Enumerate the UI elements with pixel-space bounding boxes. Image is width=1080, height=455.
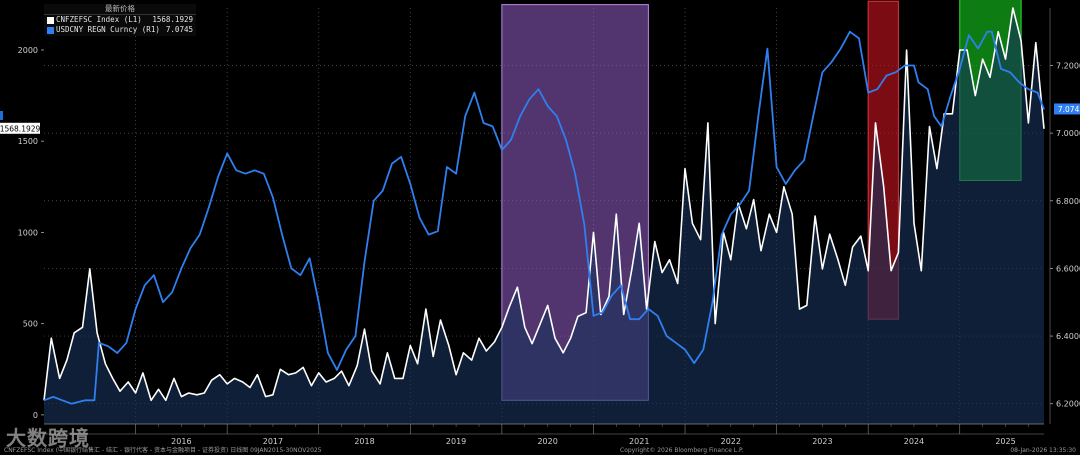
x-tick-label: 2022 xyxy=(721,437,741,446)
last-value-tag-left xyxy=(0,122,40,134)
legend-swatch-cnfzefsc xyxy=(47,16,54,24)
x-tick-label: 2016 xyxy=(171,437,191,446)
x-tick-label: 2024 xyxy=(904,437,924,446)
left-tick-label: 500 xyxy=(23,320,38,329)
legend-swatch-usdcny xyxy=(47,26,54,34)
left-axis: 0 500 1000 1500 2000 xyxy=(18,46,44,420)
series-line-cnfzefsc xyxy=(43,7,1045,402)
right-tick-label: 6.4000 xyxy=(1056,332,1080,341)
last-value-tags: 1568.1929 7.0745 xyxy=(0,103,1080,134)
right-tick-label: 6.2000 xyxy=(1056,400,1080,409)
x-tick-label: 2023 xyxy=(812,437,832,446)
legend-name: CNFZEFSC Index (L1) xyxy=(56,15,142,24)
footer-copyright: Copyright© 2026 Bloomberg Finance L.P. xyxy=(620,447,744,454)
footer-description: CNFZEFSC Index (中国银行结售汇 - 结汇 - 银行代客 - 资本… xyxy=(4,447,322,454)
legend-name: USDCNY REGN Curncy (R1) xyxy=(56,25,160,34)
x-tick-label: 2020 xyxy=(537,437,557,446)
usdcny-left-marker xyxy=(0,111,3,120)
right-axis: 6.2000 6.4000 6.6000 6.8000 7.0000 7.2000 xyxy=(1049,8,1080,424)
x-tick-label: 2021 xyxy=(629,437,649,446)
area-fill-cnfzefsc xyxy=(44,8,1044,424)
left-tick-label: 1000 xyxy=(18,228,38,237)
legend-header: 最新价格 xyxy=(44,4,196,15)
last-value-tag-right xyxy=(1054,103,1080,115)
x-axis: 2016 2017 2018 2019 2020 2021 2022 2023 2024 2025 xyxy=(44,423,1044,446)
right-tick-label: 7.2000 xyxy=(1056,61,1080,70)
series-lines xyxy=(43,7,1045,405)
legend-row-usdcny[interactable]: USDCNY REGN Curncy (R1) 7.0745 xyxy=(44,25,196,35)
legend: 最新价格 CNFZEFSC Index (L1) 1568.1929 USDCN… xyxy=(44,4,196,36)
right-tick-label: 7.0000 xyxy=(1056,129,1080,138)
footer-timestamp: 08-Jan-2026 13:35:30 xyxy=(1010,447,1076,454)
left-tick-label: 2000 xyxy=(18,46,38,55)
cnfzefsc-area xyxy=(44,8,1044,424)
x-tick-label: 2017 xyxy=(263,437,283,446)
x-tick-label: 2019 xyxy=(446,437,466,446)
legend-value: 1568.1929 xyxy=(152,15,193,24)
legend-row-cnfzefsc[interactable]: CNFZEFSC Index (L1) 1568.1929 xyxy=(44,15,196,25)
legend-value: 7.0745 xyxy=(165,25,193,34)
series-line-usdcny xyxy=(43,30,1045,405)
left-tick-label: 0 xyxy=(33,411,38,420)
x-tick-label: 2018 xyxy=(354,437,374,446)
last-value-label-right: 7.0745 xyxy=(1058,105,1080,114)
left-tick-label: 1500 xyxy=(18,137,38,146)
right-tick-label: 6.8000 xyxy=(1056,197,1080,206)
right-tick-label: 6.6000 xyxy=(1056,264,1080,273)
watermark: 大数跨境 xyxy=(6,426,90,450)
x-tick-label: 2025 xyxy=(995,437,1015,446)
last-value-label-left: 1568.1929 xyxy=(0,124,41,133)
